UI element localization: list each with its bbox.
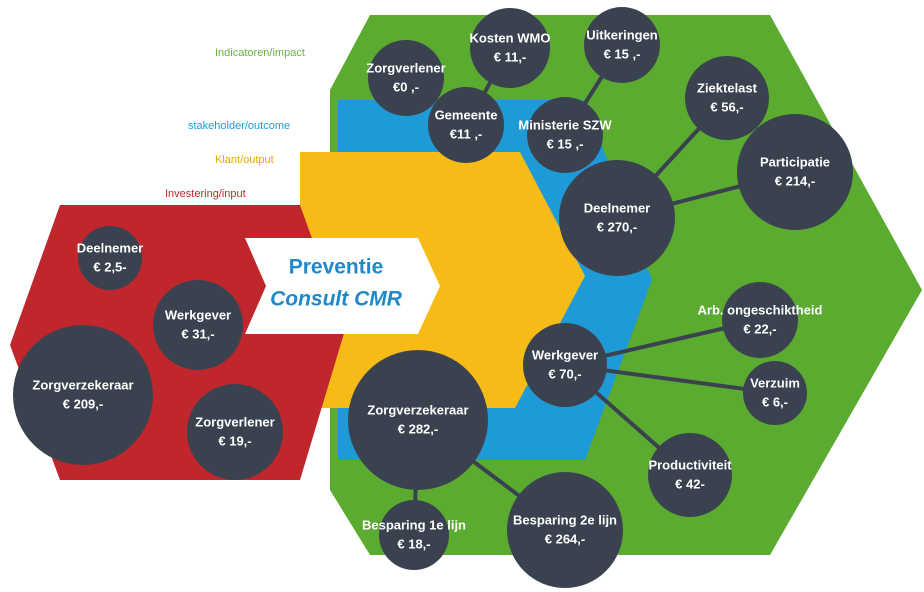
bubble <box>470 8 550 88</box>
node-value: € 22,- <box>743 321 776 336</box>
node-label: Uitkeringen <box>586 27 658 42</box>
node-label: Participatie <box>760 154 830 169</box>
center-arrow <box>245 238 440 334</box>
bubble <box>743 361 807 425</box>
bubble <box>559 160 675 276</box>
node-label: Werkgever <box>532 347 598 362</box>
node-label: Zorgverlener <box>366 60 445 75</box>
bubble <box>523 323 607 407</box>
center-subtitle: Consult CMR <box>270 288 403 311</box>
node-value: € 42- <box>675 476 705 491</box>
node-value: € 282,- <box>398 421 438 436</box>
layer-label: Klant/output <box>215 154 274 166</box>
node-label: Zorgverlener <box>195 414 274 429</box>
node-value: € 209,- <box>63 396 103 411</box>
node-label: Zorgverzekeraar <box>367 402 468 417</box>
node-label: Productiviteit <box>648 457 732 472</box>
node-label: Kosten WMO <box>470 30 551 45</box>
node-label: Ziektelast <box>697 80 758 95</box>
output-layer <box>300 152 585 408</box>
center-title: Preventie <box>289 256 384 279</box>
node-value: € 6,- <box>762 394 788 409</box>
node-value: € 19,- <box>218 433 251 448</box>
node-label: Arb. ongeschiktheid <box>698 302 823 317</box>
bubble <box>584 7 660 83</box>
bubble <box>78 226 142 290</box>
node-label: Deelnemer <box>77 240 143 255</box>
node-value: € 11,- <box>494 49 527 64</box>
layer-label: Investering/input <box>165 188 246 200</box>
node-value: € 214,- <box>775 173 815 188</box>
node-value: € 2,5- <box>93 259 126 274</box>
node-label: Besparing 1e lijn <box>362 517 466 532</box>
bubble <box>428 87 504 163</box>
node-label: Zorgverzekeraar <box>32 377 133 392</box>
bubble <box>685 56 769 140</box>
node-label: Verzuim <box>750 375 800 390</box>
bubble <box>379 500 449 570</box>
node-label: Werkgever <box>165 307 231 322</box>
node-value: €11 ,- <box>450 126 483 141</box>
bubble <box>648 433 732 517</box>
node-value: € 270,- <box>597 219 637 234</box>
layer-label: Indicatoren/impact <box>215 47 305 59</box>
node-value: € 70,- <box>548 366 581 381</box>
bubble <box>348 350 488 490</box>
bubble <box>187 384 283 480</box>
node-label: Gemeente <box>435 107 498 122</box>
node-value: € 31,- <box>181 326 214 341</box>
node-value: € 15 ,- <box>604 46 641 61</box>
bubble <box>527 97 603 173</box>
bubble <box>722 282 798 358</box>
node-value: € 18,- <box>397 536 430 551</box>
node-label: Besparing 2e lijn <box>513 512 617 527</box>
node-label: Ministerie SZW <box>518 117 612 132</box>
bubble <box>507 472 623 588</box>
node-label: Deelnemer <box>584 200 650 215</box>
node-value: €0 ,- <box>393 79 419 94</box>
node-value: € 56,- <box>710 99 743 114</box>
bubble <box>153 280 243 370</box>
bubble <box>737 114 853 230</box>
layer-label: stakeholder/outcome <box>188 120 290 132</box>
node-value: € 15 ,- <box>547 136 584 151</box>
bubble <box>368 40 444 116</box>
node-value: € 264,- <box>545 531 585 546</box>
bubble <box>13 325 153 465</box>
